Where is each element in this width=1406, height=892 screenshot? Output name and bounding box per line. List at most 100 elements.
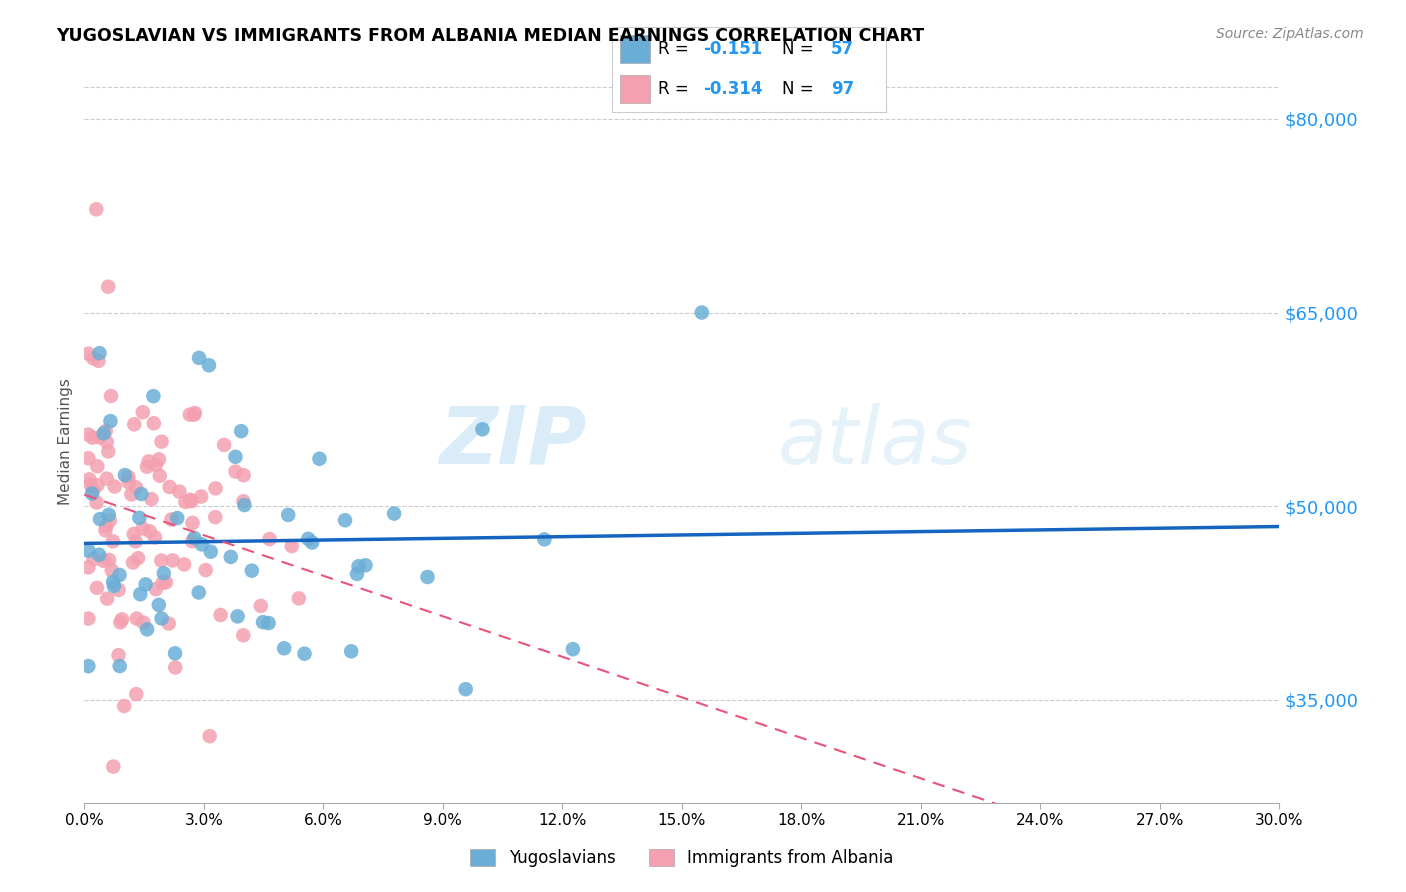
Point: [273, 641, 295, 656]
Point: [108, 659, 131, 673]
Point: [155, 575, 177, 590]
Point: [110, 615, 132, 630]
Point: [454, 682, 477, 697]
Point: [277, 508, 299, 522]
Point: [209, 607, 232, 622]
Point: [219, 549, 242, 564]
Point: [142, 389, 165, 403]
Point: [125, 687, 148, 701]
Text: 57: 57: [831, 40, 853, 58]
Text: -0.151: -0.151: [703, 40, 762, 58]
Point: [690, 305, 713, 319]
Point: [233, 498, 256, 512]
Point: [184, 406, 207, 420]
Point: [194, 563, 217, 577]
Point: [166, 511, 188, 525]
Point: [117, 470, 139, 484]
Point: [125, 480, 148, 494]
Point: [97, 508, 120, 522]
Point: [225, 465, 247, 479]
Point: [183, 531, 205, 545]
Point: [129, 587, 152, 601]
Point: [533, 533, 555, 547]
Point: [257, 616, 280, 631]
Point: [101, 534, 124, 549]
Point: [82, 483, 104, 498]
Point: [148, 452, 170, 467]
Point: [301, 535, 323, 549]
Text: YUGOSLAVIAN VS IMMIGRANTS FROM ALBANIA MEDIAN EARNINGS CORRELATION CHART: YUGOSLAVIAN VS IMMIGRANTS FROM ALBANIA M…: [56, 27, 924, 45]
Text: R =: R =: [658, 80, 695, 98]
Point: [416, 570, 439, 584]
Point: [191, 537, 214, 551]
Point: [198, 359, 221, 373]
Point: [204, 482, 226, 496]
Text: atlas: atlas: [778, 402, 973, 481]
Point: [79, 472, 101, 486]
Point: [198, 729, 221, 743]
Legend: Yugoslavians, Immigrants from Albania: Yugoslavians, Immigrants from Albania: [464, 842, 900, 874]
Point: [232, 628, 254, 642]
Point: [98, 553, 121, 567]
Bar: [620, 36, 650, 63]
Point: [77, 427, 100, 442]
Point: [108, 568, 131, 582]
Point: [86, 581, 108, 595]
Point: [96, 435, 118, 450]
Point: [250, 599, 273, 613]
Point: [149, 468, 172, 483]
Point: [204, 510, 226, 524]
Point: [181, 534, 204, 549]
Point: [77, 659, 100, 673]
Point: [111, 612, 134, 626]
Point: [103, 759, 125, 773]
Point: [87, 354, 110, 368]
Text: N =: N =: [782, 80, 818, 98]
Point: [77, 451, 100, 466]
Point: [346, 566, 368, 581]
Point: [471, 422, 494, 436]
Point: [100, 389, 122, 403]
Point: [143, 530, 166, 544]
Point: [124, 534, 146, 549]
Point: [333, 513, 356, 527]
Text: Source: ZipAtlas.com: Source: ZipAtlas.com: [1216, 27, 1364, 41]
Text: N =: N =: [782, 40, 818, 58]
Point: [169, 484, 191, 499]
Point: [138, 454, 160, 468]
Point: [347, 559, 370, 574]
Point: [188, 351, 211, 365]
Point: [165, 646, 187, 660]
Point: [93, 554, 115, 568]
Point: [122, 417, 145, 432]
Point: [101, 564, 124, 578]
Point: [148, 598, 170, 612]
Point: [179, 492, 201, 507]
Point: [165, 660, 187, 674]
Point: [136, 459, 159, 474]
Point: [354, 558, 377, 573]
Point: [382, 507, 405, 521]
Point: [104, 479, 127, 493]
Point: [150, 611, 173, 625]
Point: [180, 494, 202, 508]
Point: [142, 417, 165, 431]
Text: ZIP: ZIP: [439, 402, 586, 481]
Point: [179, 408, 201, 422]
Point: [294, 647, 316, 661]
Point: [212, 438, 235, 452]
Point: [122, 556, 145, 570]
Point: [181, 516, 204, 530]
Point: [97, 444, 120, 458]
Point: [152, 566, 174, 581]
Point: [138, 524, 160, 539]
Point: [101, 574, 124, 589]
Point: [112, 698, 135, 713]
Point: [97, 279, 120, 293]
Point: [135, 577, 157, 591]
Point: [100, 414, 122, 428]
Point: [152, 575, 174, 590]
Point: [77, 347, 100, 361]
Point: [297, 532, 319, 546]
Point: [141, 492, 163, 507]
